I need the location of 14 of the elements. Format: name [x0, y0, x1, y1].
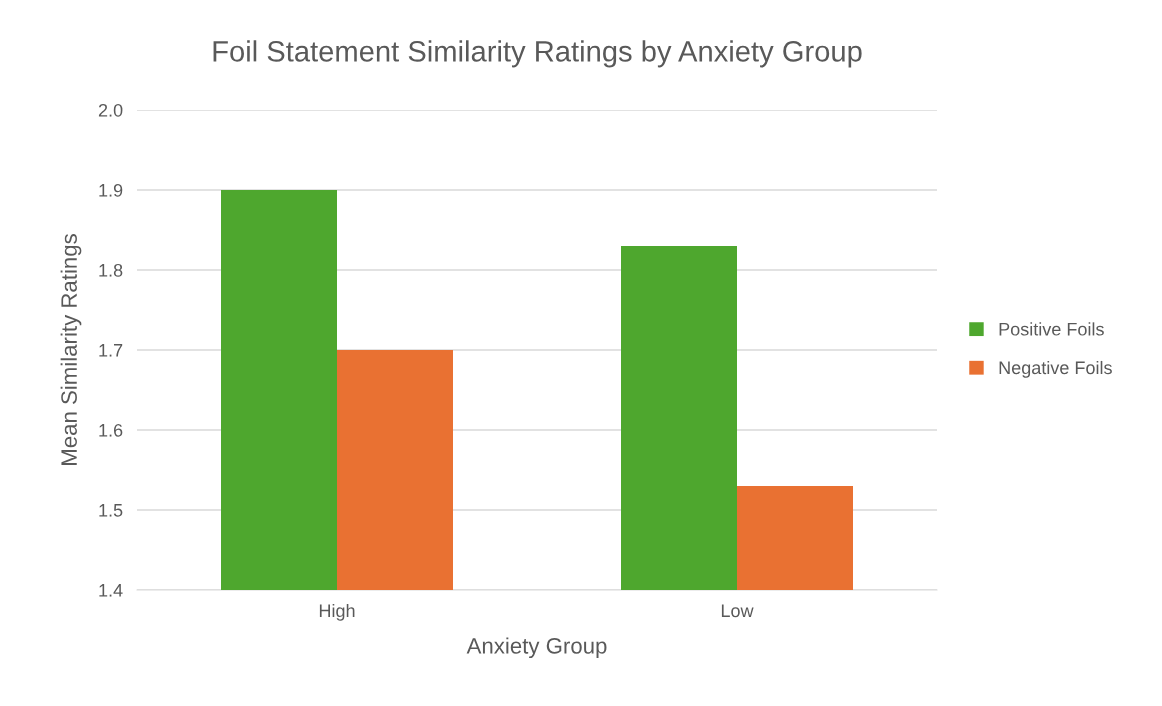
y-tick-label: 2.0 — [98, 103, 123, 117]
y-tick-label: 1.7 — [99, 344, 123, 357]
x-axis-title: Anxiety Group — [466, 637, 607, 659]
legend-label: Negative Foils — [999, 360, 1112, 378]
y-tick-label: 1.8 — [99, 263, 123, 277]
y-axis-title: Mean Similarity Ratings — [60, 234, 82, 465]
legend-label: Positive Foils — [999, 322, 1104, 336]
x-tick-label: Low — [721, 604, 754, 618]
y-tick-label: 1.6 — [99, 423, 123, 437]
x-tick-label: High — [319, 603, 355, 621]
chart-title: Foil Statement Similarity Ratings by Anxiety Group — [213, 40, 862, 68]
y-tick-label: 1.5 — [99, 504, 123, 517]
y-tick-label: 1.4 — [99, 584, 123, 597]
y-tick-label: 1.9 — [99, 183, 123, 197]
